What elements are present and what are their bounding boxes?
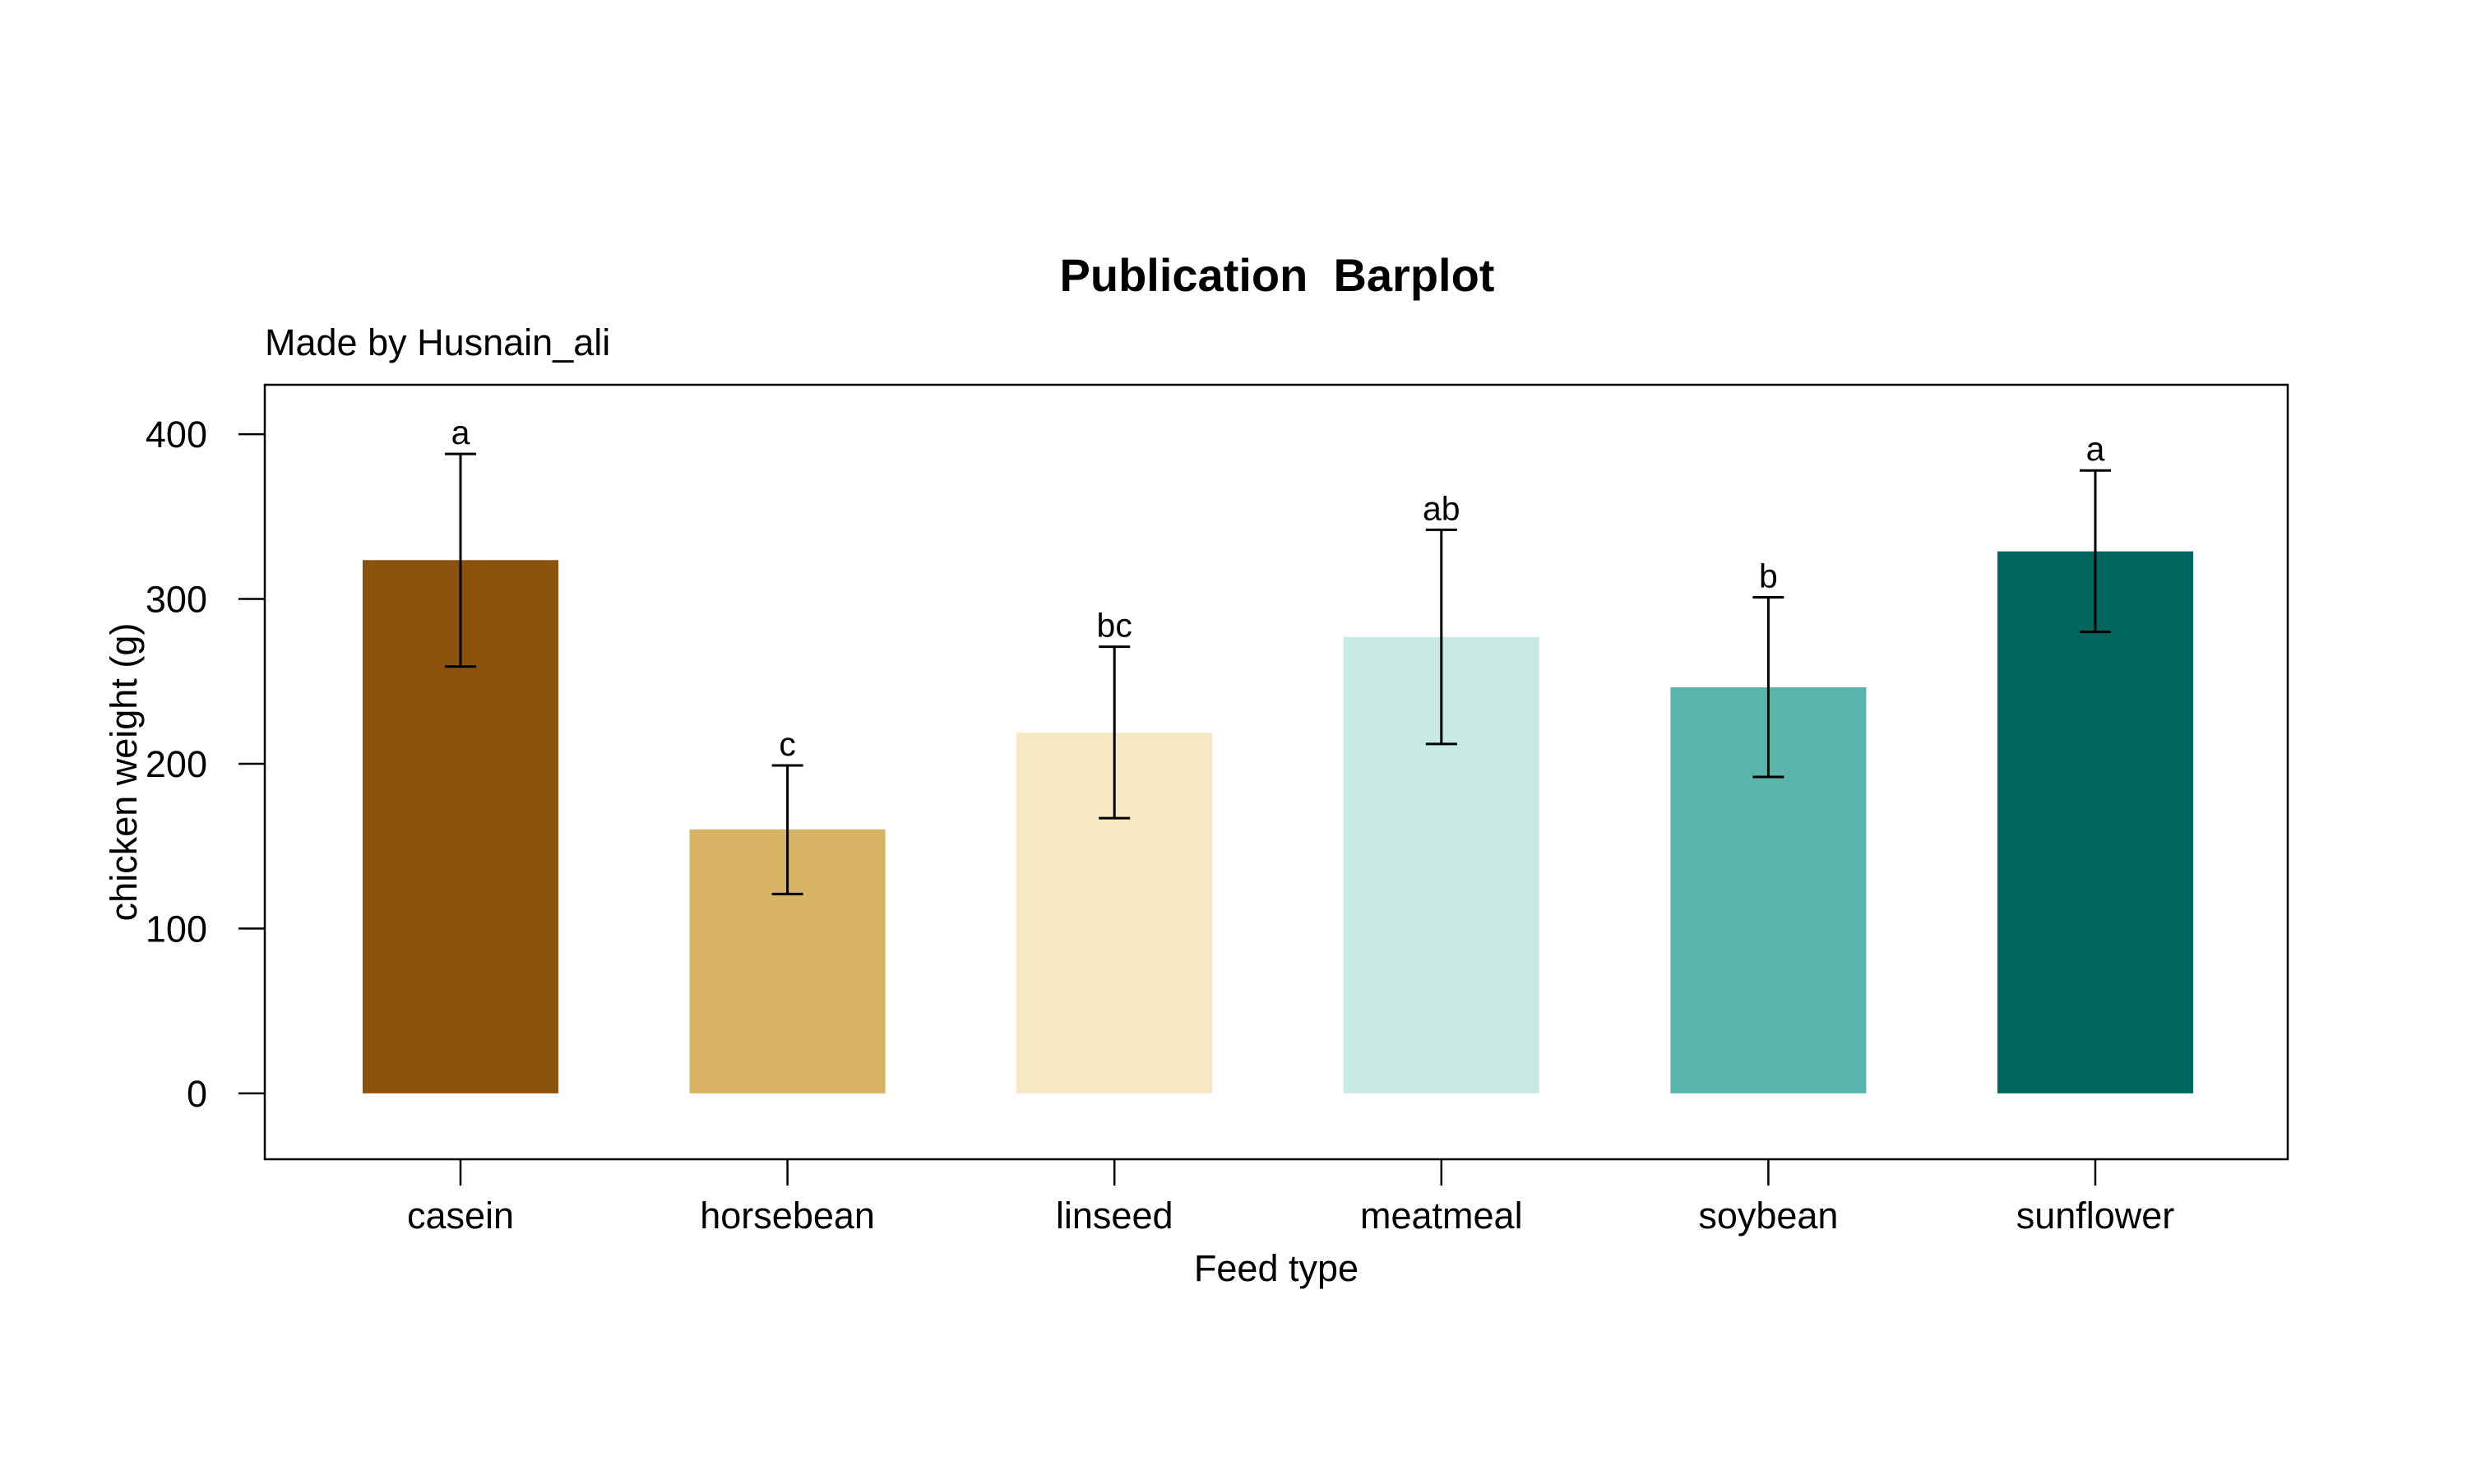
x-axis-title: Feed type (1194, 1247, 1358, 1289)
significance-letter: a (2086, 430, 2105, 468)
x-tick-label: sunflower (2016, 1195, 2175, 1237)
y-tick-label: 300 (146, 579, 207, 621)
bars (363, 551, 2193, 1093)
x-tick-label: horsebean (700, 1195, 875, 1237)
significance-letters: a c bc ab b a (451, 414, 2105, 763)
x-tick-label: soybean (1698, 1195, 1838, 1237)
y-axis: 0 100 200 300 400 (146, 414, 265, 1115)
bar (1997, 551, 2193, 1093)
plot-frame (263, 383, 2289, 1161)
y-tick-label: 100 (146, 908, 207, 950)
chart-title: Publication Barplot (1060, 249, 1495, 301)
y-axis-title: chicken weight (g) (103, 623, 145, 922)
significance-letter: bc (1097, 607, 1132, 645)
y-tick-label: 200 (146, 743, 207, 785)
chart-subtitle: Made by Husnain_ali (265, 321, 610, 363)
significance-letter: c (779, 725, 796, 763)
x-axis: casein horsebean linseed meatmeal soybean sun… (407, 1159, 2174, 1237)
y-tick-label: 0 (187, 1073, 207, 1115)
error-bars (445, 452, 2111, 895)
y-tick-label: 400 (146, 414, 207, 455)
x-tick-label: casein (407, 1195, 514, 1237)
x-tick-label: meatmeal (1360, 1195, 1523, 1237)
x-tick-label: linseed (1056, 1195, 1173, 1237)
significance-letter: a (451, 414, 470, 451)
significance-letter: ab (1423, 489, 1460, 527)
significance-letter: b (1759, 557, 1778, 595)
